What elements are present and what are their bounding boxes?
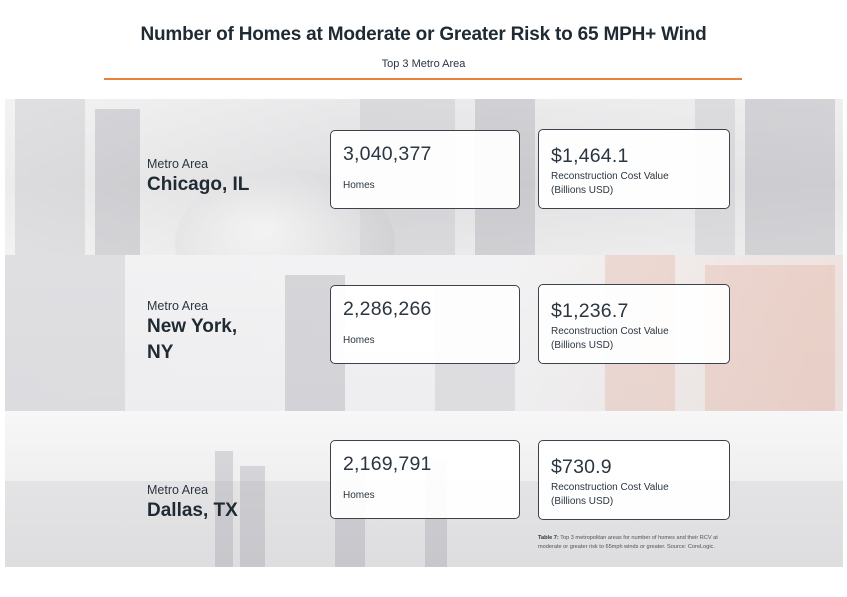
rcv-card-new-york: $1,236.7 Reconstruction Cost Value (Bill…: [538, 284, 730, 364]
metro-new-york: Metro Area New York, NY: [147, 299, 237, 366]
rcv-label-line1: Reconstruction Cost Value: [551, 482, 669, 493]
rcv-card-dallas: $730.9 Reconstruction Cost Value (Billio…: [538, 440, 730, 520]
metro-dallas: Metro Area Dallas, TX: [147, 483, 238, 524]
rcv-label-line1: Reconstruction Cost Value: [551, 171, 669, 182]
page-title: Number of Homes at Moderate or Greater R…: [140, 24, 707, 45]
rcv-label-line2: (Billions USD): [551, 496, 614, 507]
metro-name-line1: New York,: [147, 316, 238, 337]
homes-value: 3,040,377: [343, 143, 432, 165]
rcv-label-line2: (Billions USD): [551, 185, 614, 196]
rcv-label: Reconstruction Cost Value (Billions USD): [551, 481, 669, 509]
table-caption: Table 7: Top 3 metropolitan areas for nu…: [538, 534, 733, 551]
homes-value: 2,286,266: [343, 298, 432, 320]
homes-label: Homes: [343, 335, 375, 346]
homes-card-dallas: 2,169,791 Homes: [330, 440, 520, 519]
homes-label: Homes: [343, 490, 375, 501]
rcv-value: $1,464.1: [551, 145, 629, 167]
rcv-value: $730.9: [551, 456, 612, 478]
rcv-label-line2: (Billions USD): [551, 340, 614, 351]
metro-chicago: Metro Area Chicago, IL: [147, 157, 249, 198]
title-divider: [104, 78, 742, 80]
metro-name: Chicago, IL: [147, 174, 250, 195]
rcv-label: Reconstruction Cost Value (Billions USD): [551, 170, 669, 198]
homes-card-chicago: 3,040,377 Homes: [330, 130, 520, 209]
metro-name: Dallas, TX: [147, 500, 238, 521]
caption-text: Top 3 metropolitan areas for number of h…: [538, 535, 718, 550]
metro-label: Metro Area: [147, 483, 209, 497]
rcv-card-chicago: $1,464.1 Reconstruction Cost Value (Bill…: [538, 129, 730, 209]
metro-label: Metro Area: [147, 299, 209, 313]
metro-label: Metro Area: [147, 157, 209, 171]
caption-lead: Table 7:: [538, 535, 559, 541]
page-subtitle: Top 3 Metro Area: [381, 58, 466, 70]
homes-card-new-york: 2,286,266 Homes: [330, 285, 520, 364]
homes-value: 2,169,791: [343, 453, 432, 475]
rcv-value: $1,236.7: [551, 300, 629, 322]
rcv-label-line1: Reconstruction Cost Value: [551, 326, 669, 337]
metro-name-line2: NY: [147, 342, 174, 363]
homes-label: Homes: [343, 180, 375, 191]
rcv-label: Reconstruction Cost Value (Billions USD): [551, 325, 669, 353]
